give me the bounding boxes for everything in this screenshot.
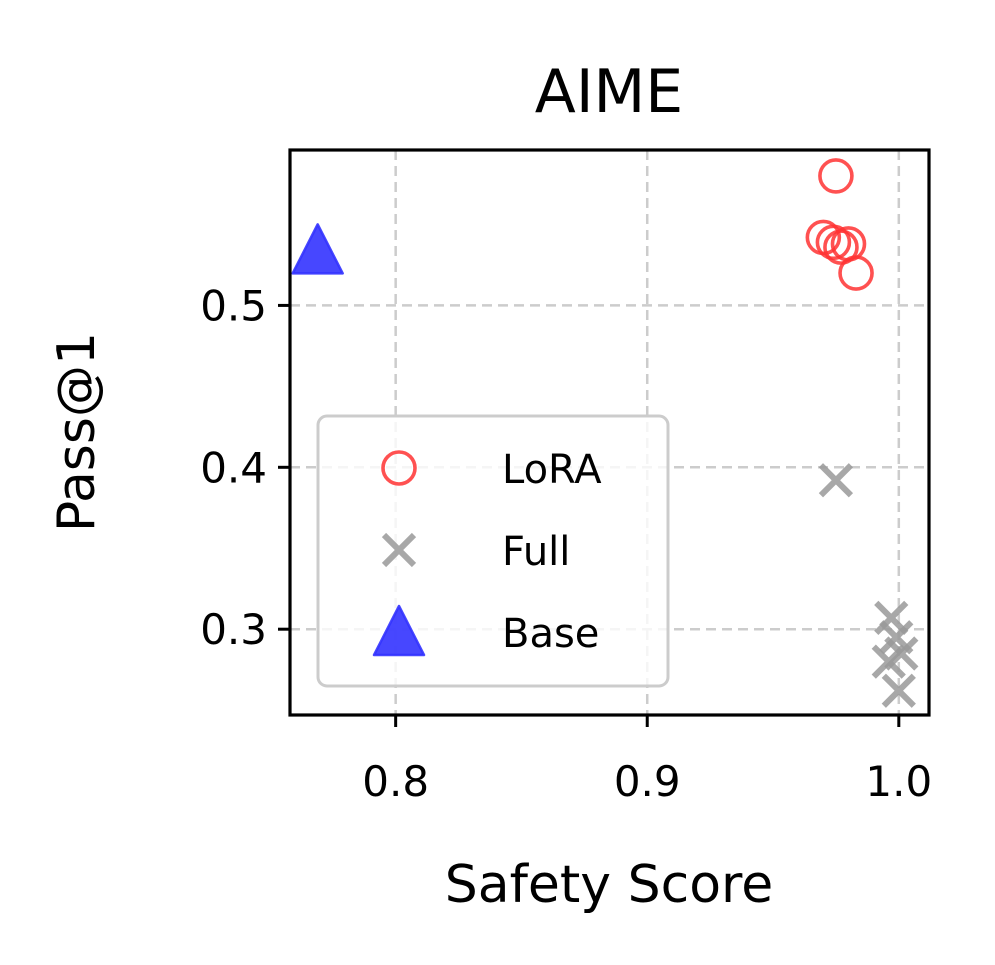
legend-box — [316, 414, 670, 688]
x-axis-label: Safety Score — [445, 855, 774, 915]
legend-label-lora: LoRA — [502, 447, 602, 493]
chart-title: AIME — [535, 57, 683, 127]
axis-ticks: 0.8 0.9 1.0 0.3 0.4 0.5 — [200, 281, 932, 806]
lora-point — [818, 158, 854, 194]
lora-point — [838, 255, 874, 291]
x-tick-label: 0.9 — [614, 757, 681, 806]
legend: LoRA Full Base — [316, 414, 670, 688]
lora-point — [815, 224, 852, 261]
full-point — [874, 600, 909, 635]
full-point — [881, 673, 916, 708]
x-tick-label: 0.8 — [362, 757, 429, 806]
y-axis-label: Pass@1 — [47, 332, 107, 532]
legend-marker-base — [372, 604, 426, 657]
legend-label-base: Base — [502, 611, 599, 657]
data-points — [291, 158, 919, 708]
y-tick-label: 0.3 — [200, 605, 267, 654]
y-tick-label: 0.4 — [200, 443, 267, 492]
legend-label-full: Full — [502, 529, 570, 575]
full-point — [884, 636, 919, 671]
legend-marker-full — [381, 532, 417, 568]
plot-frame — [288, 148, 931, 717]
y-tick-label: 0.5 — [200, 281, 267, 330]
full-point — [818, 463, 854, 498]
base-point — [291, 223, 344, 275]
legend-marker-lora — [381, 450, 417, 486]
x-tick-label: 1.0 — [865, 757, 932, 806]
